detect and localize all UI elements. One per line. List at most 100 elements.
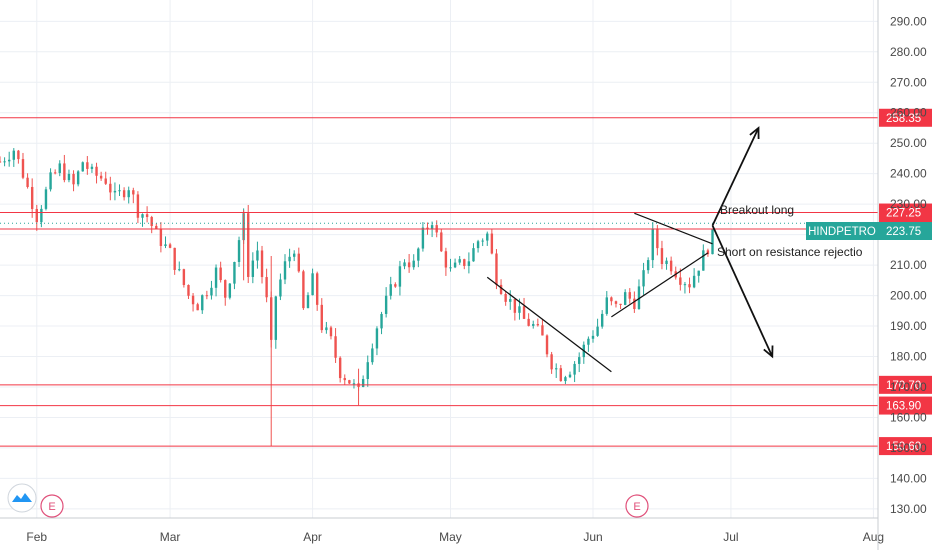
y-tick-label: 240.00: [890, 167, 927, 181]
candle-body: [651, 228, 654, 261]
candle-body: [63, 163, 66, 181]
candle-body: [389, 284, 392, 296]
candle-body: [555, 368, 558, 370]
level-label-bg: [879, 437, 932, 456]
y-tick-label: 160.00: [890, 410, 927, 424]
cloud-icon: [12, 493, 32, 502]
annotation-breakout: Breakout long: [720, 203, 794, 217]
candle-body: [150, 217, 153, 226]
candle-body: [679, 277, 682, 285]
svg-text:E: E: [48, 501, 55, 513]
candle-body: [168, 244, 172, 248]
candle-body: [164, 244, 167, 246]
last-price-bg: [879, 222, 932, 240]
candle-body: [155, 225, 158, 229]
candle-body: [122, 190, 126, 198]
svg-text:E: E: [633, 501, 640, 513]
candle-body: [619, 303, 622, 305]
candle-body: [683, 284, 687, 286]
candle-body: [522, 306, 526, 319]
candle-body: [614, 301, 618, 304]
candle-body: [191, 295, 195, 305]
candle-body: [366, 362, 369, 380]
candle-body: [214, 267, 218, 288]
candle-body: [394, 284, 397, 287]
candle-body: [76, 171, 80, 185]
earnings-marker-2[interactable]: E: [625, 494, 649, 518]
candle-body: [481, 240, 484, 242]
y-tick-label: 260.00: [890, 106, 927, 120]
candle-body: [205, 295, 209, 297]
candle-body: [292, 253, 296, 257]
candle-body: [702, 250, 705, 271]
candle-body: [463, 259, 466, 266]
candle-body: [449, 267, 452, 269]
candle-body: [545, 335, 549, 355]
candle-body: [444, 251, 448, 268]
candle-body: [587, 338, 590, 345]
annotation-short: Short on resistance rejectio: [717, 245, 863, 259]
candle-body: [302, 271, 305, 309]
y-tick-label: 290.00: [890, 14, 927, 28]
candle-body: [136, 194, 140, 218]
candle-body: [145, 214, 149, 218]
level-label: 258.35: [886, 113, 921, 125]
y-tick-label: 200.00: [890, 289, 927, 303]
candle-body: [26, 177, 29, 187]
last-price-label: 223.75: [886, 226, 921, 238]
candle-body: [458, 259, 461, 263]
level-label-bg: [879, 396, 932, 415]
candle-body: [329, 327, 333, 337]
x-tick-label: Apr: [303, 530, 322, 544]
earnings-marker-1[interactable]: E: [40, 494, 64, 518]
x-tick-label: Jul: [723, 530, 738, 544]
candle-body: [628, 292, 631, 299]
candle-body: [219, 267, 222, 281]
candle-body: [348, 380, 351, 384]
candle-body: [283, 261, 287, 280]
candle-body: [187, 284, 190, 296]
candle-body: [49, 172, 52, 190]
y-tick-label: 170.00: [890, 380, 927, 394]
level-label: 163.90: [886, 401, 921, 413]
candle-body: [53, 172, 57, 174]
candle-body: [30, 186, 34, 209]
candle-body: [99, 175, 103, 179]
y-tick-label: 250.00: [890, 136, 927, 150]
candle-body: [637, 286, 641, 310]
level-label-bg: [879, 203, 932, 222]
candle-body: [132, 190, 135, 195]
candle-body: [665, 260, 668, 265]
candle-body: [247, 213, 250, 277]
candle-body: [35, 208, 38, 223]
candles: [0, 148, 714, 447]
candle-body: [118, 190, 121, 192]
trendline: [486, 276, 612, 373]
candle-body: [95, 166, 98, 176]
candle-body: [352, 383, 356, 385]
tradingview-logo[interactable]: [7, 483, 37, 513]
candle-body: [338, 357, 342, 379]
candle-body: [224, 280, 227, 298]
candle-body: [260, 250, 264, 278]
candle-body: [159, 228, 163, 246]
candle-body: [509, 299, 512, 302]
candle-body: [518, 306, 521, 313]
candle-body: [697, 270, 700, 276]
candle-body: [315, 273, 319, 305]
candle-body: [279, 279, 282, 297]
candle-body: [384, 295, 388, 314]
candle-body: [476, 241, 480, 249]
candle-body: [3, 161, 6, 163]
candle-body: [375, 328, 379, 349]
candle-body: [633, 298, 636, 310]
candle-body: [407, 262, 411, 268]
y-tick-label: 130.00: [890, 502, 927, 516]
y-tick-label: 140.00: [890, 471, 927, 485]
candle-body: [265, 277, 268, 298]
candle-body: [274, 296, 278, 340]
candle-body: [660, 248, 664, 265]
